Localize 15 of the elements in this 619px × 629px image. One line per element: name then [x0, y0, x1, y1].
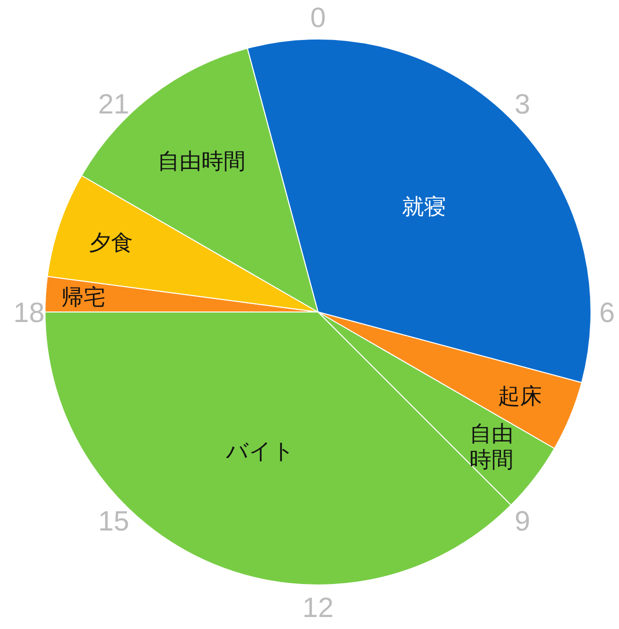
text: 21 [98, 88, 130, 120]
slice-label: 自由時間 [158, 149, 246, 174]
text: 9 [514, 506, 530, 537]
text: 12 [302, 592, 334, 623]
slice-label: 就寝 [402, 194, 446, 220]
slice-label: 帰宅 [62, 286, 106, 311]
text: 6 [599, 297, 615, 328]
slice-label: 夕食 [89, 230, 134, 256]
slice-label: 自由時間 [469, 422, 514, 473]
text: 3 [514, 88, 530, 120]
text: 18 [13, 297, 45, 328]
slice-label: 起床 [498, 384, 542, 410]
slice-label: バイト [225, 440, 296, 465]
text: 0 [310, 2, 326, 33]
text: 15 [98, 506, 130, 537]
